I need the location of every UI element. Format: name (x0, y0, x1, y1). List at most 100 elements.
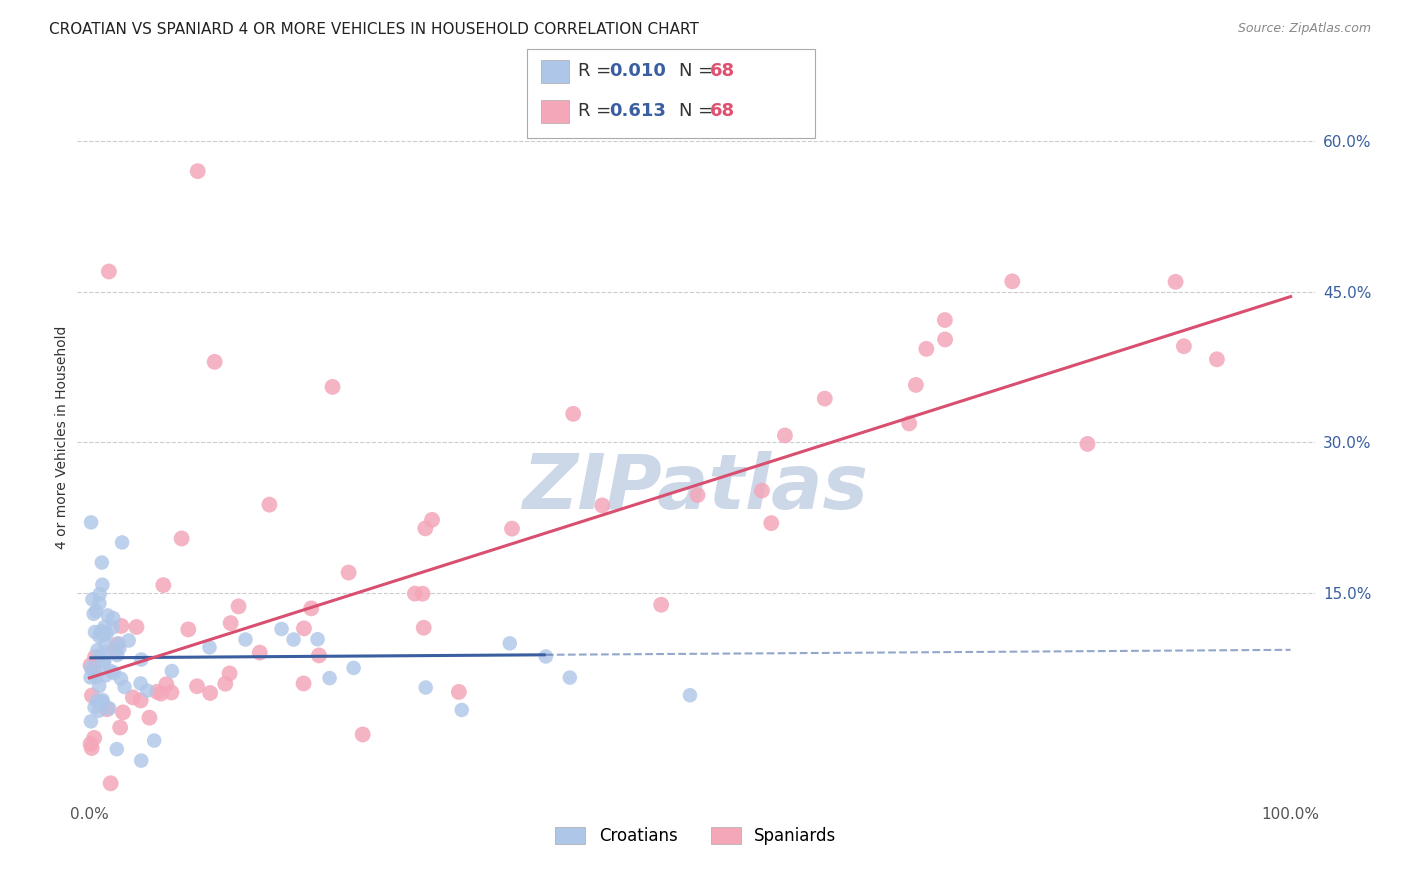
Point (101, 620, 124, 634)
Point (308, 648, 330, 663)
Text: 0.010: 0.010 (609, 62, 665, 80)
Point (94, 637, 117, 651)
Point (447, 685, 470, 699)
Point (108, 721, 131, 735)
Point (98, 701, 121, 715)
Point (307, 632, 329, 647)
Y-axis label: 4 or more Vehicles in Household: 4 or more Vehicles in Household (55, 326, 69, 549)
Point (131, 652, 153, 666)
Point (82, 592, 104, 607)
Point (450, 703, 472, 717)
Text: N =: N = (679, 103, 718, 120)
Point (1173, 339, 1195, 353)
Point (129, 693, 152, 707)
Point (160, 685, 183, 699)
Point (198, 640, 221, 655)
Point (814, 392, 837, 406)
Point (84, 604, 107, 618)
Point (84, 650, 107, 665)
Point (136, 683, 159, 698)
Point (90, 698, 112, 712)
Point (187, 164, 209, 178)
Point (214, 677, 236, 691)
Point (129, 676, 152, 690)
Point (93, 620, 115, 634)
Point (591, 499, 613, 513)
Point (105, 648, 128, 662)
Text: 68: 68 (710, 103, 735, 120)
Point (650, 598, 672, 612)
Point (93, 656, 115, 670)
Point (186, 679, 208, 693)
Point (90, 556, 112, 570)
Point (118, 633, 141, 648)
Point (404, 586, 426, 600)
Point (259, 498, 281, 512)
Text: CROATIAN VS SPANIARD 4 OR MORE VEHICLES IN HOUSEHOLD CORRELATION CHART: CROATIAN VS SPANIARD 4 OR MORE VEHICLES … (49, 22, 699, 37)
Point (83, 607, 105, 621)
Legend: Croatians, Spaniards: Croatians, Spaniards (548, 820, 844, 852)
Point (105, 742, 128, 756)
Point (934, 313, 956, 327)
Point (761, 516, 783, 530)
Point (143, 733, 166, 747)
Point (89, 629, 111, 643)
Point (292, 676, 315, 690)
Point (80, 741, 103, 756)
Point (420, 513, 443, 527)
Point (89, 596, 111, 610)
Point (79, 658, 101, 673)
Point (100, 664, 122, 678)
Point (155, 677, 177, 691)
Point (93, 655, 115, 669)
Point (86, 694, 108, 708)
Point (270, 622, 292, 636)
Text: R =: R = (578, 62, 617, 80)
Point (83, 731, 105, 745)
Point (228, 599, 250, 614)
Point (915, 342, 938, 356)
Point (218, 666, 240, 681)
Point (97, 264, 120, 278)
Point (110, 619, 132, 633)
Point (686, 488, 709, 502)
Point (114, 680, 136, 694)
Text: Source: ZipAtlas.com: Source: ZipAtlas.com (1237, 22, 1371, 36)
Point (160, 664, 183, 678)
Point (100, 776, 122, 790)
Point (412, 587, 434, 601)
Point (904, 378, 927, 392)
Point (111, 706, 134, 720)
Point (235, 632, 257, 647)
Point (91, 695, 114, 709)
Point (105, 638, 128, 652)
Point (103, 611, 125, 625)
Point (89, 587, 111, 601)
Point (107, 636, 129, 650)
Point (499, 636, 522, 650)
Point (96, 627, 118, 641)
Point (337, 566, 360, 580)
Point (415, 681, 437, 695)
Point (558, 671, 581, 685)
Point (108, 641, 131, 656)
Point (318, 671, 340, 685)
Point (534, 649, 557, 664)
Point (934, 333, 956, 347)
Point (149, 687, 172, 701)
Point (679, 688, 702, 702)
Point (91, 693, 114, 707)
Point (91, 578, 114, 592)
Point (90, 624, 112, 639)
Point (138, 711, 160, 725)
Point (90, 648, 112, 663)
Point (79, 737, 101, 751)
Point (94, 668, 117, 682)
Point (86, 670, 108, 684)
Point (83, 665, 105, 680)
Point (343, 661, 366, 675)
Point (129, 754, 152, 768)
Point (125, 620, 148, 634)
Point (415, 521, 437, 535)
Point (80, 714, 103, 729)
